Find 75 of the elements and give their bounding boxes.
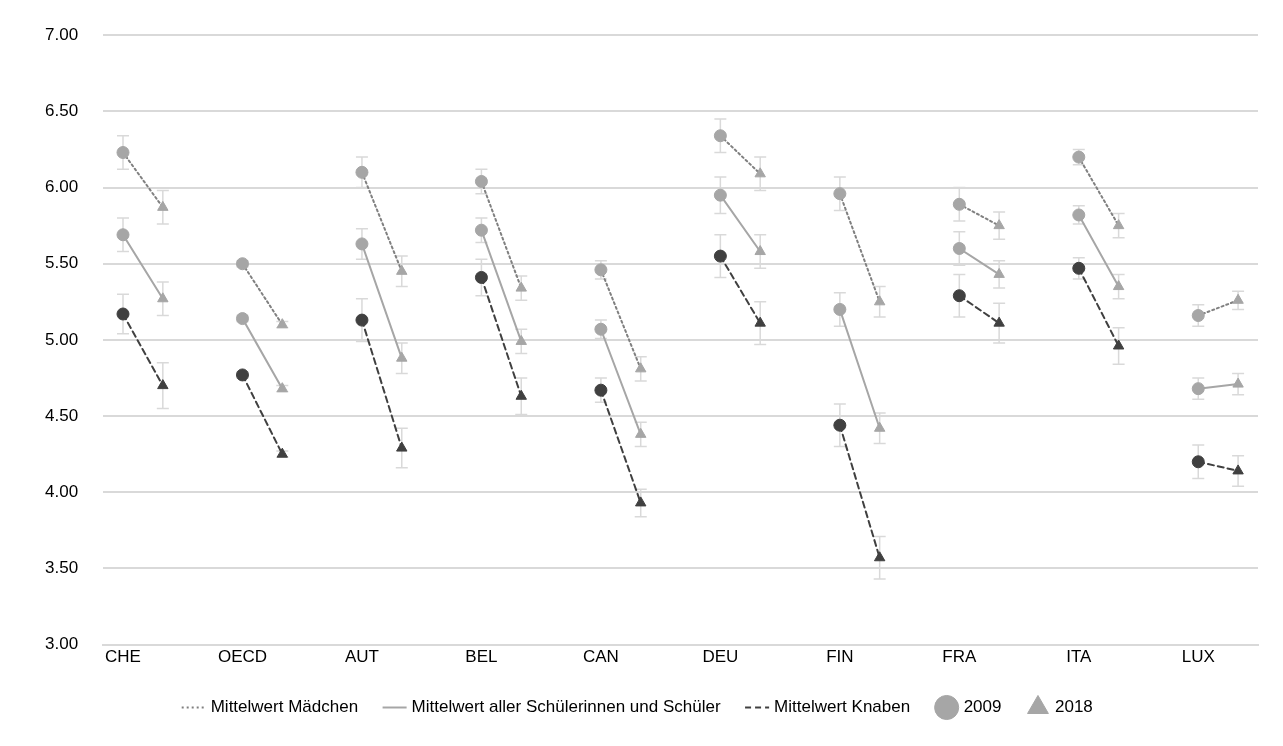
x-tick-label: FIN bbox=[826, 647, 854, 667]
point bbox=[1232, 464, 1244, 475]
point bbox=[116, 146, 130, 160]
point bbox=[873, 551, 886, 562]
point bbox=[754, 316, 766, 327]
point bbox=[993, 267, 1005, 278]
point bbox=[713, 129, 727, 143]
legend-label: Mittelwert Knaben bbox=[774, 697, 911, 717]
point bbox=[157, 200, 169, 211]
point bbox=[1112, 219, 1125, 230]
x-tick-label: ITA bbox=[1066, 647, 1093, 667]
point bbox=[474, 270, 488, 284]
point bbox=[952, 289, 966, 303]
point bbox=[1232, 293, 1244, 304]
point bbox=[952, 197, 966, 211]
x-tick-label: BEL bbox=[465, 647, 498, 667]
point bbox=[754, 167, 766, 178]
x-tick-label: AUT bbox=[344, 647, 379, 667]
point bbox=[1191, 382, 1205, 396]
point bbox=[833, 187, 847, 201]
point bbox=[157, 292, 169, 303]
point bbox=[116, 228, 130, 242]
point bbox=[515, 281, 527, 292]
y-tick-label: 7.00 bbox=[44, 24, 79, 44]
point bbox=[396, 351, 408, 362]
x-tick-label: DEU bbox=[702, 647, 739, 667]
point bbox=[713, 249, 727, 263]
point bbox=[635, 427, 647, 438]
legend-label: Mittelwert aller Schülerinnen und Schüler bbox=[411, 697, 721, 717]
legend-label: Mittelwert Mädchen bbox=[210, 697, 359, 717]
point bbox=[515, 334, 527, 345]
point bbox=[713, 188, 727, 202]
point bbox=[1232, 377, 1244, 388]
point bbox=[873, 421, 886, 432]
point bbox=[1112, 280, 1125, 291]
y-tick-label: 4.00 bbox=[44, 481, 79, 501]
x-tick-label: CAN bbox=[582, 647, 619, 667]
y-tick-label: 3.00 bbox=[44, 634, 79, 654]
point bbox=[355, 313, 369, 327]
point bbox=[594, 263, 608, 277]
point bbox=[594, 383, 608, 397]
point bbox=[1072, 261, 1086, 275]
point bbox=[635, 496, 647, 507]
y-tick-label: 4.50 bbox=[44, 405, 79, 425]
point bbox=[1112, 339, 1125, 350]
point bbox=[355, 237, 369, 251]
y-tick-label: 6.00 bbox=[44, 177, 79, 197]
point bbox=[474, 223, 488, 237]
point bbox=[833, 418, 847, 432]
x-tick-label: LUX bbox=[1181, 647, 1215, 667]
legend-label: 2009 bbox=[963, 697, 1002, 717]
point bbox=[396, 264, 408, 275]
point bbox=[754, 245, 766, 256]
y-tick-label: 6.50 bbox=[44, 101, 79, 121]
y-tick-label: 3.50 bbox=[44, 558, 79, 578]
point bbox=[355, 165, 369, 179]
point bbox=[952, 241, 966, 255]
y-tick-label: 5.50 bbox=[44, 253, 79, 273]
point bbox=[396, 441, 408, 452]
legend-label: 2018 bbox=[1054, 697, 1093, 717]
point bbox=[635, 362, 647, 373]
point bbox=[1191, 455, 1205, 469]
y-tick-label: 5.00 bbox=[44, 329, 79, 349]
point bbox=[116, 307, 130, 321]
x-tick-label: FRA bbox=[942, 647, 977, 667]
point bbox=[993, 316, 1005, 327]
point bbox=[993, 219, 1005, 230]
point bbox=[1191, 309, 1205, 323]
point bbox=[873, 295, 886, 306]
point bbox=[515, 389, 527, 400]
point bbox=[474, 174, 488, 188]
x-tick-label: CHE bbox=[105, 647, 141, 667]
point bbox=[157, 379, 169, 390]
point bbox=[833, 302, 847, 316]
x-tick-label: OECD bbox=[217, 647, 268, 667]
